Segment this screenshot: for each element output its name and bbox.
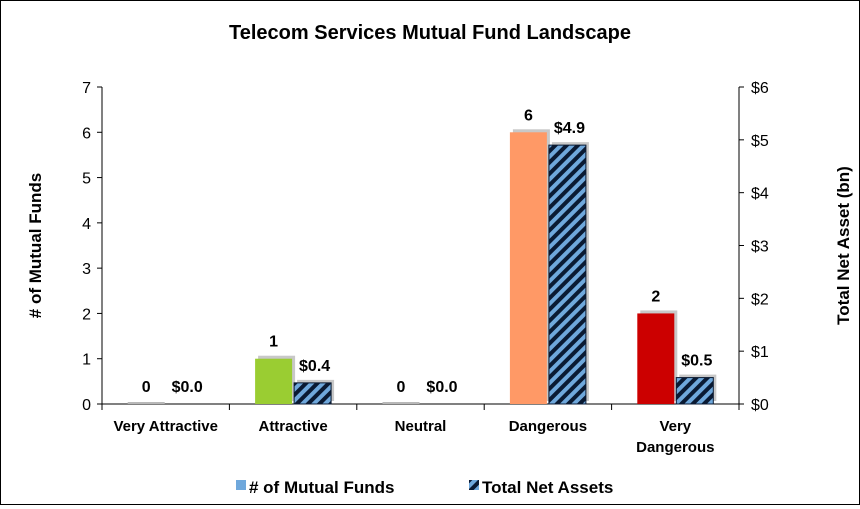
legend-label-mutual-funds: # of Mutual Funds [249,478,394,497]
y-tick-label-right: $0 [751,397,769,414]
data-label-mutual-funds: 0 [397,379,406,396]
y-tick-label-left: 3 [82,261,91,278]
data-label-mutual-funds: 2 [651,288,660,305]
data-label-mutual-funds: 0 [142,379,151,396]
bar-mutual-funds [127,402,165,404]
bar-net-assets [675,377,714,405]
y-tick-label-right: $5 [751,133,769,150]
y-tick-label-right: $2 [751,291,769,308]
y-tick-label-left: 2 [82,306,91,323]
data-label-mutual-funds: 1 [269,334,278,351]
y-tick-label-left: 0 [82,397,91,414]
chart-title: Telecom Services Mutual Fund Landscape [229,22,631,44]
y-tick-label-left: 7 [82,80,91,97]
y-tick-label-right: $3 [751,239,769,256]
data-label-net-assets: $0.5 [681,353,712,370]
x-tick-label: Dangerous [509,418,587,435]
bar-mutual-funds [255,358,293,404]
bar-net-assets [548,144,587,405]
data-label-net-assets: $4.9 [554,120,585,137]
y-tick-label-right: $6 [751,80,769,97]
y-tick-label-right: $4 [751,186,769,203]
data-label-net-assets: $0.0 [172,379,203,396]
y-axis-label-right: Total Net Asset (bn) [834,166,853,325]
x-tick-label: Attractive [258,418,327,435]
y-tick-label-left: 4 [82,216,91,233]
data-label-net-assets: $0.0 [426,379,457,396]
y-axis-label-left: # of Mutual Funds [26,173,45,318]
y-tick-label-right: $1 [751,344,769,361]
legend-label-net-assets: Total Net Assets [482,478,613,497]
x-tick-label: Very Attractive [113,418,218,435]
x-tick-label: Neutral [395,418,447,435]
x-tick-label: Very Dangerous [636,418,714,456]
y-tick-label-left: 5 [82,171,91,188]
plot-area: 0 1 2 3 4 5 6 7 $0 $1 $2 $3 $4 $5 $6 # of Mutual Funds T… [26,80,853,497]
legend-swatch-mutual-funds [236,480,246,490]
data-label-mutual-funds: 6 [524,107,533,124]
bar-mutual-funds [637,313,675,404]
legend-swatch-net-assets [469,480,479,490]
bar-net-assets [293,382,332,405]
bar-mutual-funds [382,402,420,404]
bar-mutual-funds [509,132,547,405]
y-tick-label-left: 6 [82,125,91,142]
data-label-net-assets: $0.4 [299,358,330,375]
y-tick-label-left: 1 [82,352,91,369]
